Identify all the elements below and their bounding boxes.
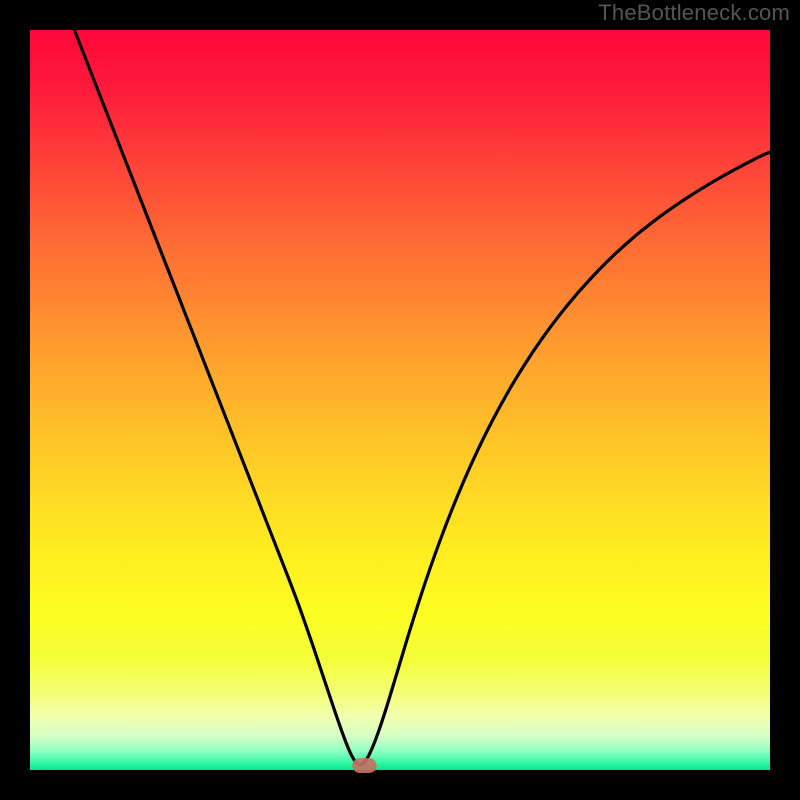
chart-frame: TheBottleneck.com [0,0,800,800]
minimum-marker [352,758,376,773]
watermark-text: TheBottleneck.com [598,0,790,26]
bottleneck-chart [0,0,800,800]
